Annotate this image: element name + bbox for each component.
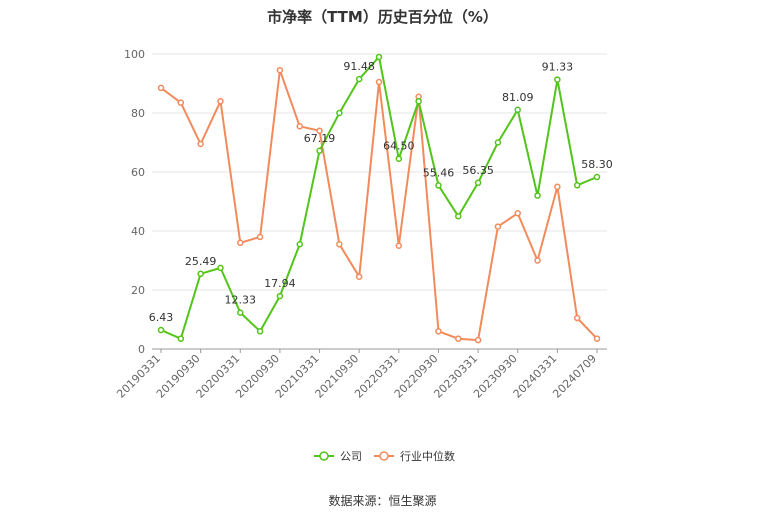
data-label: 58.30: [581, 158, 613, 171]
data-label: 64.50: [383, 140, 415, 153]
chart-title: 市净率（TTM）历史百分位（%）: [267, 8, 498, 26]
y-tick-label: 40: [131, 225, 145, 238]
data-label: 81.09: [502, 91, 534, 104]
industry-median-data-point: [217, 97, 224, 105]
legend-company-marker-icon: [319, 451, 329, 461]
company-data-point: [474, 179, 482, 187]
data-label: 25.49: [185, 255, 217, 268]
industry-median-data-point: [237, 239, 244, 247]
company-data-point: [554, 76, 561, 83]
industry-median-data-point: [474, 336, 482, 344]
company-data-point: [157, 326, 165, 334]
industry-median-data-point: [355, 273, 363, 280]
company-data-point: [395, 155, 403, 162]
data-label: 12.33: [225, 294, 257, 307]
data-source-note: 数据来源：恒生聚源: [328, 494, 437, 508]
company-data-point: [455, 213, 462, 220]
industry-median-data-point: [534, 257, 541, 264]
industry-median-data-point: [573, 314, 581, 322]
company-data-point: [276, 292, 284, 300]
y-tick-label: 60: [131, 166, 145, 179]
industry-median-data-point: [435, 328, 442, 335]
company-data-point: [336, 109, 343, 117]
x-tick-label: 20240709: [550, 352, 599, 401]
data-label: 56.35: [462, 164, 494, 177]
y-tick-label: 100: [124, 48, 145, 61]
industry-median-data-point: [375, 78, 383, 86]
legend-industry-median-marker-icon: [379, 451, 389, 461]
company-data-point: [534, 192, 541, 199]
company-data-point: [415, 97, 422, 105]
legend-industry-median-label: 行业中位数: [400, 449, 455, 463]
industry-median-data-point: [395, 242, 403, 249]
company-data-point: [296, 241, 303, 248]
company-data-point: [316, 147, 323, 155]
data-label: 6.43: [149, 311, 174, 324]
company-data-point: [573, 182, 581, 189]
company-data-point: [177, 335, 185, 342]
y-tick-label: 80: [131, 107, 145, 120]
industry-median-data-point: [276, 66, 284, 74]
data-label: 67.19: [304, 132, 336, 145]
company-data-point: [217, 264, 224, 272]
y-tick-label: 20: [131, 284, 145, 297]
company-data-point: [256, 328, 264, 335]
company-data-point: [375, 53, 383, 61]
industry-median-data-point: [316, 127, 323, 134]
industry-median-data-point: [256, 233, 264, 241]
company-data-point: [237, 309, 244, 316]
industry-median-data-point: [593, 335, 601, 342]
data-label: 17.94: [264, 277, 296, 290]
y-tick-label: 0: [138, 343, 145, 356]
company-data-point: [435, 182, 442, 189]
company-data-point: [514, 106, 521, 114]
industry-median-data-point: [494, 223, 502, 230]
industry-median-data-point: [554, 183, 561, 190]
industry-median-data-point: [197, 140, 204, 148]
industry-median-data-point: [157, 84, 165, 92]
company-data-point: [593, 173, 601, 181]
industry-median-data-point: [336, 241, 343, 248]
company-data-point: [197, 270, 204, 278]
industry-median-data-point: [455, 335, 462, 342]
data-label: 55.46: [423, 166, 455, 179]
company-data-point: [494, 139, 502, 146]
data-label: 91.48: [343, 60, 375, 73]
data-label: 91.33: [542, 61, 574, 74]
industry-median-data-point: [177, 99, 185, 106]
industry-median-data-point: [296, 123, 303, 130]
legend-company-label: 公司: [340, 450, 362, 463]
company-data-point: [355, 75, 363, 83]
industry-median-data-point: [514, 210, 521, 217]
